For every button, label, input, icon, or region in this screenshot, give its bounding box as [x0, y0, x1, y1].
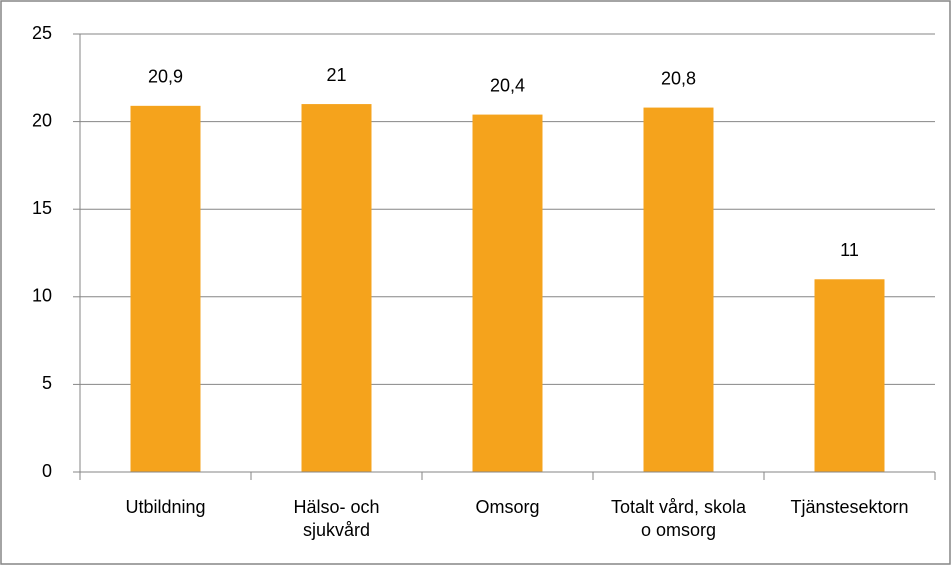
- y-tick-label: 0: [42, 461, 52, 481]
- y-tick-label: 20: [32, 110, 52, 130]
- data-label: 20,8: [661, 68, 696, 88]
- x-tick-label: Totalt vård, skola o omsorg: [610, 497, 747, 540]
- bar: [814, 279, 885, 472]
- data-label: 11: [840, 240, 859, 260]
- bar: [301, 104, 372, 472]
- y-tick-label: 15: [32, 198, 52, 218]
- data-label: 20,4: [490, 75, 525, 95]
- y-tick-label: 10: [32, 286, 52, 306]
- y-tick-label: 5: [42, 373, 52, 393]
- x-tick-label: Hälso- och sjukvård: [293, 497, 380, 540]
- y-tick-label: 25: [32, 23, 52, 43]
- x-tick-label: Tjänstesektorn: [790, 497, 909, 517]
- bar: [130, 105, 201, 472]
- data-label: 21: [326, 65, 346, 85]
- x-tick-label: Utbildning: [125, 497, 206, 517]
- x-tick-label: Omsorg: [475, 497, 540, 517]
- data-label: 20,9: [148, 67, 183, 87]
- bar: [643, 107, 714, 473]
- bar: [472, 114, 543, 472]
